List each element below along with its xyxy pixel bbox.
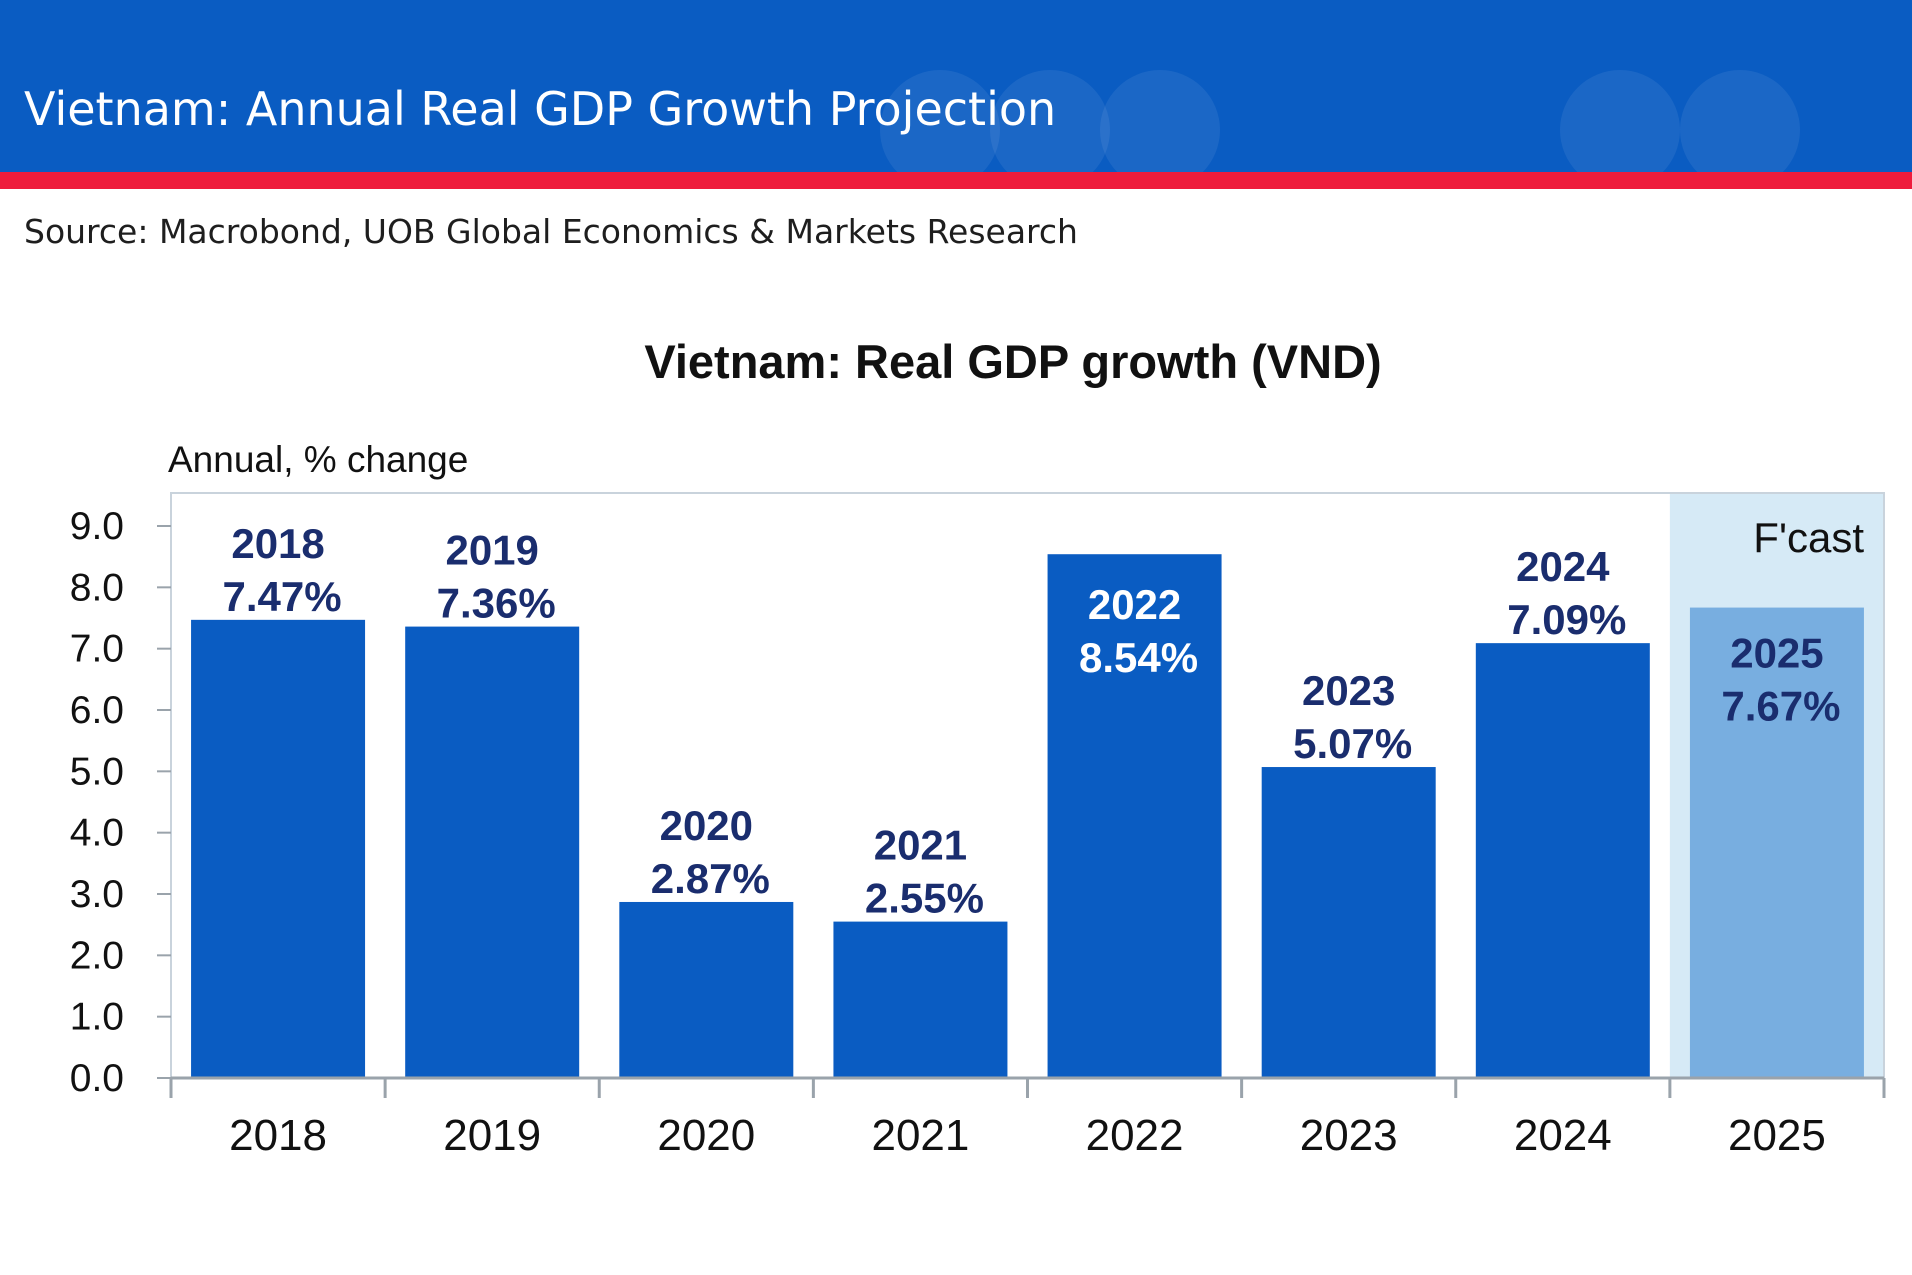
y-tick-label: 4.0 xyxy=(70,812,124,855)
data-label-year: 2025 xyxy=(1730,630,1823,677)
data-label-value: 7.36% xyxy=(437,580,556,627)
y-tick-label: 1.0 xyxy=(70,996,124,1039)
y-tick-label: 2.0 xyxy=(70,934,124,977)
bar-2024 xyxy=(1475,643,1650,1078)
decorative-circle xyxy=(1560,70,1680,172)
y-tick-label: 3.0 xyxy=(70,873,124,916)
bar-2023 xyxy=(1261,767,1436,1078)
y-tick-label: 6.0 xyxy=(70,689,124,732)
x-tick-label: 2024 xyxy=(1514,1111,1612,1160)
header-banner: Vietnam: Annual Real GDP Growth Projecti… xyxy=(0,0,1912,172)
bar-2021 xyxy=(833,921,1008,1078)
data-label-year: 2023 xyxy=(1302,667,1395,714)
x-tick-label: 2023 xyxy=(1300,1111,1398,1160)
decorative-circle xyxy=(990,70,1110,172)
data-label-year: 2022 xyxy=(1088,581,1181,628)
x-tick-label: 2020 xyxy=(657,1111,755,1160)
page-title: Vietnam: Annual Real GDP Growth Projecti… xyxy=(24,82,1057,136)
bar-2022 xyxy=(1047,554,1222,1078)
x-tick-label: 2018 xyxy=(229,1111,327,1160)
x-tick-label: 2025 xyxy=(1728,1111,1826,1160)
y-tick-label: 0.0 xyxy=(70,1057,124,1100)
data-label-value: 8.54% xyxy=(1079,634,1198,681)
plot-frame xyxy=(170,492,1885,1078)
data-label-year: 2020 xyxy=(660,802,753,849)
data-label-value: 2.55% xyxy=(865,875,984,922)
data-label-year: 2024 xyxy=(1516,543,1610,590)
data-label-value: 7.67% xyxy=(1721,683,1840,730)
x-tick-label: 2019 xyxy=(443,1111,541,1160)
plot-area: 9.0 8.0 7.0 6.0 5.0 4.0 3.0 2.0 1.0 0.0 2018 2019 20… xyxy=(70,492,1886,1160)
decorative-circle xyxy=(1680,70,1800,172)
x-tick-label: 2021 xyxy=(871,1111,969,1160)
y-tick-label: 5.0 xyxy=(70,750,124,793)
data-label-value: 7.47% xyxy=(223,573,342,620)
source-note: Source: Macrobond, UOB Global Economics … xyxy=(24,212,1078,251)
chart-title: Vietnam: Real GDP growth (VND) xyxy=(644,335,1381,388)
data-label-year: 2019 xyxy=(445,527,538,574)
x-tick-label: 2022 xyxy=(1086,1111,1184,1160)
decorative-circle xyxy=(880,70,1000,172)
data-label-year: 2018 xyxy=(231,520,324,567)
header-accent-line xyxy=(0,172,1912,189)
bar-2025 xyxy=(1689,607,1864,1078)
y-tick-label: 9.0 xyxy=(70,505,124,548)
decorative-circle xyxy=(1100,70,1220,172)
bar-2019 xyxy=(405,626,580,1078)
y-tick-label: 7.0 xyxy=(70,628,124,671)
data-label-value: 7.09% xyxy=(1507,596,1626,643)
forecast-label: F'cast xyxy=(1753,514,1864,561)
y-tick-label: 8.0 xyxy=(70,566,124,609)
data-label-year: 2021 xyxy=(874,822,967,869)
data-label-value: 5.07% xyxy=(1293,720,1412,767)
bar-2018 xyxy=(191,619,366,1078)
data-label-value: 2.87% xyxy=(651,855,770,902)
bar-2020 xyxy=(619,901,794,1078)
y-axis-label: Annual, % change xyxy=(168,439,468,480)
